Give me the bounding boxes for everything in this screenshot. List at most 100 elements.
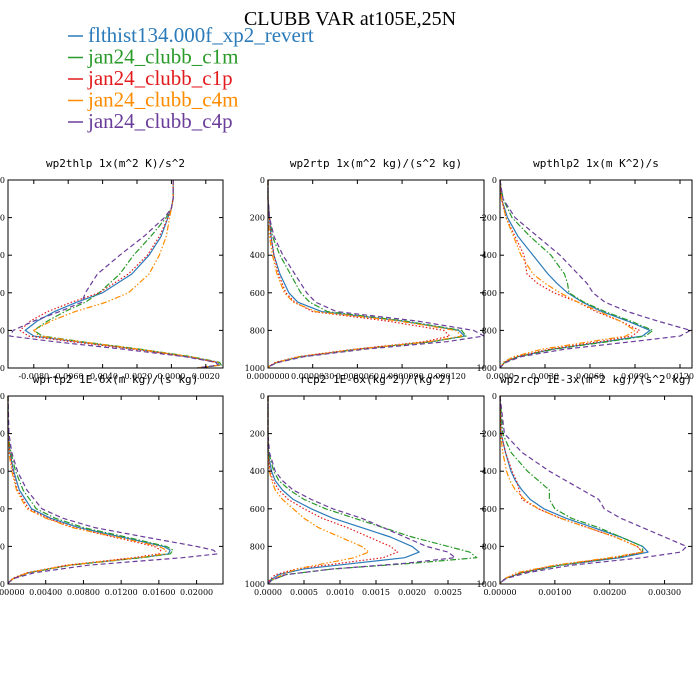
y-tick-label: 800 — [482, 542, 497, 551]
x-tick-label: 0.00800 — [67, 588, 100, 597]
y-tick-label: 800 — [250, 326, 265, 335]
axis-frame — [267, 395, 485, 585]
y-tick-label: 800 — [250, 542, 265, 551]
y-tick-label: 0 — [260, 176, 265, 185]
y-tick-label: 400 — [0, 467, 5, 476]
chart-panel-3: wpthlp2 1x(m K^2)/s020040060080010000.00… — [477, 157, 694, 381]
panel-title: wp2rtp 1x(m^2 kg)/(s^2 kg) — [290, 157, 462, 170]
x-tick-label: 0.0000 — [254, 588, 282, 597]
x-tick-label: 0.0000090 — [380, 372, 423, 381]
axis-frame — [267, 179, 485, 369]
y-tick-label: 400 — [250, 251, 265, 260]
series-line-5 — [499, 179, 692, 369]
y-tick-label: 600 — [0, 505, 5, 514]
y-tick-label: 600 — [482, 505, 497, 514]
series-line-4 — [499, 179, 636, 369]
y-tick-label: 0 — [0, 392, 5, 401]
series-line-3 — [499, 395, 644, 585]
x-tick-label: -0.0040 — [87, 372, 118, 381]
axis-frame — [499, 395, 693, 585]
x-tick-label: 0.0000 — [157, 372, 185, 381]
x-tick-label: 0.00100 — [538, 588, 571, 597]
chart-panel-2: wp2rtp 1x(m^2 kg)/(s^2 kg) 0 200 400 600 800 1… — [245, 157, 485, 381]
y-tick-label: 600 — [250, 289, 265, 298]
axis-frame — [499, 179, 693, 369]
x-tick-label: 0.0000000 — [246, 372, 289, 381]
chart-panel-4: wprtp2 1E-6x(m kg)/(s kg) 0 200 400 600 800 10… — [0, 373, 224, 597]
series-line-1 — [499, 179, 651, 369]
series-line-3 — [267, 396, 399, 585]
y-tick-label: 600 — [250, 505, 265, 514]
panel-title: wp2thlp 1x(m^2 K)/s^2 — [46, 157, 185, 170]
y-tick-label: 800 — [482, 326, 497, 335]
y-tick-label: 800 — [0, 542, 5, 551]
series-line-5 — [9, 180, 219, 369]
chart-panel-6: wp2rcp 1E-3x(m^2 kg)/(s^2 kg)0 200 400 600 8… — [477, 373, 693, 597]
x-tick-label: -0.0020 — [122, 372, 153, 381]
panel-title: wp2rcp 1E-3x(m^2 kg)/(s^2 kg) — [500, 373, 692, 386]
x-tick-label: 0.01200 — [105, 588, 138, 597]
x-tick-label: -0.0060 — [53, 372, 84, 381]
legend-entry: jan24_clubb_c4m — [87, 88, 238, 112]
series-line-2 — [499, 179, 654, 369]
x-tick-label: 0.00200 — [593, 588, 626, 597]
axis-frame — [7, 395, 224, 585]
y-tick-label: 1000 — [477, 580, 497, 589]
x-tick-label: 0.0000030 — [291, 372, 334, 381]
x-tick-label: 0.00000 — [0, 588, 25, 597]
x-tick-label: 0.000120 — [428, 372, 466, 381]
series-line-2 — [499, 395, 644, 585]
y-tick-label: 200 — [0, 214, 5, 223]
y-tick-label: 200 — [482, 214, 497, 223]
series-line-2 — [7, 396, 174, 585]
y-tick-label: 1000 — [477, 364, 497, 373]
y-tick-label: 400 — [250, 467, 265, 476]
series-line-3 — [267, 180, 451, 369]
y-tick-label: 200 — [0, 430, 5, 439]
figure-title: CLUBB VAR at105E,25N — [244, 8, 456, 30]
series-line-1 — [267, 396, 420, 585]
x-tick-label: 0.0020 — [398, 588, 426, 597]
legend-entry: jan24_clubb_c4p — [87, 109, 233, 133]
y-tick-label: 200 — [250, 430, 265, 439]
series-line-4 — [267, 180, 463, 369]
legend-entry: jan24_clubb_c1m — [87, 45, 238, 69]
axis-frame — [7, 179, 224, 369]
x-tick-label: 0.0090 — [621, 372, 649, 381]
y-tick-label: 0 — [492, 392, 497, 401]
series-line-5 — [7, 395, 218, 585]
x-tick-label: 0.00000 — [483, 588, 516, 597]
y-tick-label: 400 — [482, 467, 497, 476]
y-tick-label: 600 — [482, 289, 497, 298]
x-tick-label: 0.02000 — [180, 588, 213, 597]
y-tick-label: 0 — [0, 176, 5, 185]
y-tick-label: 200 — [482, 430, 497, 439]
x-tick-label: 0.0030 — [531, 372, 559, 381]
y-tick-label: 600 — [0, 289, 5, 298]
y-tick-label: 800 — [0, 326, 5, 335]
panel-title: wprtp2 1E-6x(m kg)/(s kg) — [33, 373, 199, 386]
x-tick-label: 0.0015 — [362, 588, 390, 597]
y-tick-label: 200 — [250, 214, 265, 223]
legend-entry: jan24_clubb_c1p — [87, 66, 233, 90]
panel-title: rcp2 1E-6x(kg^2)/(kg^2) — [300, 373, 452, 386]
x-tick-label: 0.0025 — [434, 588, 462, 597]
y-tick-label: 1000 — [0, 364, 5, 373]
series-line-1 — [24, 180, 221, 369]
legend: flthist134.000f_xp2_revertjan24_clubb_c1… — [68, 23, 314, 133]
y-tick-label: 0 — [260, 392, 265, 401]
x-tick-label: 0.0020 — [192, 372, 220, 381]
panel-title: wpthlp2 1x(m K^2)/s — [533, 157, 659, 170]
x-tick-label: 0.01600 — [142, 588, 175, 597]
y-tick-label: 1000 — [0, 580, 5, 589]
x-tick-label: 0.0060 — [576, 372, 604, 381]
series-line-3 — [7, 396, 162, 585]
series-line-2 — [267, 180, 467, 369]
series-line-1 — [267, 180, 466, 369]
chart-panel-5: rcp2 1E-6x(kg^2)/(kg^2) 0 200 400 600 800 1000… — [245, 373, 485, 597]
y-tick-label: 1000 — [245, 364, 265, 373]
x-tick-label: 0.00300 — [648, 588, 681, 597]
panels: wp2thlp 1x(m^2 K)/s^2 0 200 400 600 800 1000 -0… — [0, 157, 694, 597]
x-tick-label: 0.0000060 — [336, 372, 379, 381]
